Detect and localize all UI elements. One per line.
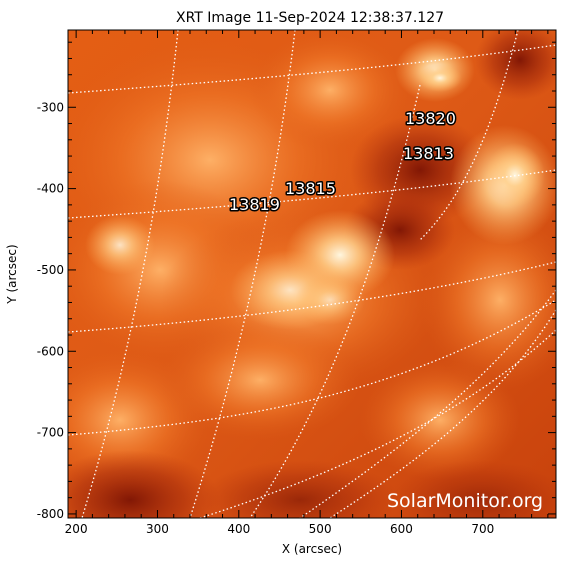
region-label-outline: 13813 — [403, 144, 454, 163]
y-axis-label: Y (arcsec) — [5, 244, 19, 304]
region-label: 13819 — [229, 195, 280, 214]
solar-image — [68, 30, 556, 518]
tick-label: 700 — [471, 522, 494, 536]
tick-label: 300 — [146, 522, 169, 536]
tick-label: 600 — [390, 522, 413, 536]
axis-ticks: 200 300 400 500 600 700 -300 -400 -500 -600 -700 -8… — [37, 30, 556, 536]
tick-label: 400 — [227, 522, 250, 536]
region-label: 13820 — [405, 109, 456, 128]
tick-label: -800 — [37, 507, 64, 521]
tick-label: 200 — [65, 522, 88, 536]
region-label-outline: 13819 — [229, 195, 280, 214]
region-labels: 13820 13820 13813 13813 13815 13815 1381… — [228, 108, 458, 216]
region-label: 13813 — [403, 144, 454, 163]
watermark: SolarMonitor.org — [387, 490, 543, 512]
tick-label: 500 — [309, 522, 332, 536]
region-label-outline: 13815 — [285, 179, 336, 198]
heliographic-grid — [68, 30, 556, 518]
tick-label: -500 — [37, 263, 64, 277]
region-label-outline: 13820 — [405, 109, 456, 128]
tick-label: -700 — [37, 426, 64, 440]
image-title: XRT Image 11-Sep-2024 12:38:37.127 — [176, 10, 444, 26]
x-axis-label: X (arcsec) — [282, 542, 342, 556]
region-label: 13815 — [285, 179, 336, 198]
tick-label: -400 — [37, 182, 64, 196]
plot-frame — [67, 29, 557, 519]
tick-label: -600 — [37, 344, 64, 358]
tick-label: -300 — [37, 100, 64, 114]
